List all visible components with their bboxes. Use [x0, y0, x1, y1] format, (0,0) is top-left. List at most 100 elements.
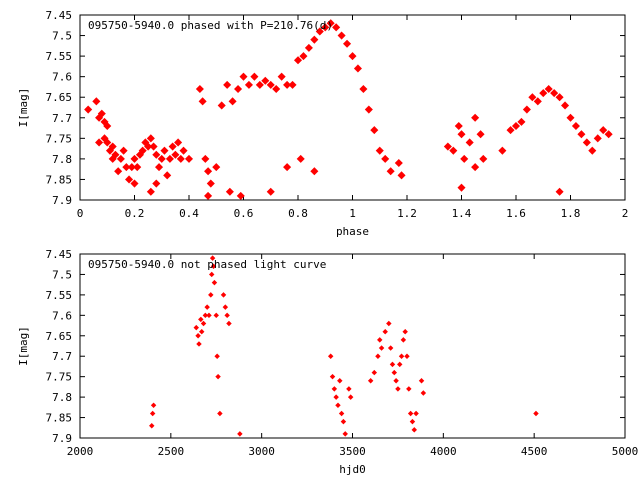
unphased-data-point	[411, 427, 417, 433]
phased-data-point	[119, 146, 128, 155]
phased-data-point	[539, 89, 548, 98]
phased-data-point	[299, 52, 308, 61]
phased-x-tick-label: 0.4	[179, 207, 199, 220]
phased-data-point	[163, 171, 172, 180]
unphased-data-point	[382, 328, 388, 335]
phased-data-point	[454, 121, 463, 131]
unphased-data-point	[533, 410, 539, 417]
phased-data-point	[555, 187, 564, 196]
unphased-data-point	[367, 378, 374, 384]
phased-data-point	[236, 191, 245, 200]
phased-data-point	[244, 80, 253, 89]
phased-data-point	[195, 84, 204, 94]
phased-data-point	[288, 80, 297, 89]
unphased-data-point	[386, 320, 392, 327]
phased-data-point	[255, 80, 264, 89]
phased-data-point	[149, 142, 158, 151]
phased-y-tick-label: 7.6	[52, 71, 72, 84]
phased-data-point	[471, 113, 480, 122]
phased-data-point	[133, 163, 142, 172]
unphased-y-tick-label: 7.7	[52, 350, 72, 363]
unphased-data-point	[150, 402, 157, 409]
phased-data-point	[155, 163, 164, 172]
phased-data-point	[92, 97, 101, 106]
phased-data-point	[152, 179, 161, 188]
unphased-light-curve-plot: 2000 2500 3000 3500 4000 4500 5000 7.45 7.5 7.55…	[17, 248, 638, 476]
phased-data-point	[184, 154, 194, 163]
phased-x-axis-label: phase	[336, 225, 369, 238]
phased-data-point	[283, 163, 292, 172]
phased-light-curve-plot: 0 0.2 0.4 0.6 0.8 1 1.2 1.4 1.6 1.8 2 7.457.57.557…	[17, 9, 628, 238]
unphased-data-point	[329, 373, 336, 380]
phased-data-point	[204, 191, 213, 200]
unphased-data-point	[395, 386, 401, 392]
phased-data-point	[103, 138, 112, 147]
phased-data-point	[321, 23, 330, 32]
unphased-x-tick-label: 2000	[67, 445, 94, 458]
phased-data-point	[588, 146, 597, 155]
phased-data-point	[234, 84, 243, 94]
unphased-data-point	[397, 361, 403, 368]
phased-x-tick-label: 0.2	[125, 207, 145, 220]
phased-data-point	[198, 97, 207, 106]
unphased-data-point	[338, 410, 345, 417]
phased-data-point	[250, 72, 259, 81]
phased-x-tick-label: 1.2	[397, 207, 417, 220]
unphased-data-point	[196, 341, 202, 347]
phased-data-point	[228, 97, 237, 106]
unphased-data-point	[198, 328, 205, 335]
unphased-x-tick-label: 4000	[430, 445, 457, 458]
phased-data-point	[353, 64, 362, 73]
phased-data-point	[593, 134, 602, 143]
phased-data-point	[599, 126, 608, 135]
phased-data-point	[225, 187, 234, 196]
unphased-data-point	[413, 410, 419, 417]
phased-data-point	[201, 154, 210, 163]
unphased-data-point	[331, 386, 338, 392]
phased-data-point	[498, 146, 507, 155]
unphased-data-point	[375, 353, 381, 359]
phased-data-point	[97, 109, 106, 118]
unphased-data-point	[420, 390, 427, 396]
unphased-data-point	[217, 410, 223, 417]
unphased-data-point	[198, 316, 204, 323]
phased-data-point	[337, 31, 346, 40]
phased-data-point	[266, 187, 275, 196]
phased-x-tick-label: 0	[77, 207, 84, 220]
phased-data-point	[174, 138, 183, 147]
phased-data-point	[277, 72, 286, 81]
unphased-y-axis-label: I[mag]	[17, 326, 30, 366]
unphased-data-point	[389, 361, 396, 368]
phased-x-ticks: 0 0.2 0.4 0.6 0.8 1 1.2 1.4 1.6 1.8 2	[77, 15, 628, 220]
phased-data-point	[293, 56, 303, 65]
phased-x-tick-label: 0.8	[288, 207, 308, 220]
phased-data-point	[160, 146, 169, 155]
phased-data-point	[261, 76, 270, 85]
phased-data-point	[239, 72, 248, 81]
unphased-data-point	[407, 410, 414, 417]
phased-data-point	[168, 142, 177, 151]
phased-data-point	[315, 27, 324, 36]
phased-data-point	[283, 80, 292, 89]
phased-data-point	[266, 80, 275, 89]
unphased-x-tick-label: 3000	[248, 445, 275, 458]
unphased-data-point	[206, 312, 212, 319]
phased-data-point	[386, 167, 395, 176]
phased-data-point	[457, 183, 466, 192]
unphased-data-point	[200, 320, 207, 327]
unphased-data-point	[337, 378, 343, 384]
phased-data-point	[332, 23, 341, 32]
unphased-data-point	[342, 431, 348, 437]
unphased-data-point	[391, 369, 398, 376]
phased-data-point	[204, 167, 213, 176]
phased-data-point	[359, 84, 368, 94]
unphased-data-point	[193, 324, 199, 331]
unphased-data-point	[402, 328, 408, 335]
phased-data-point	[296, 154, 305, 163]
phased-data-point	[138, 146, 147, 155]
unphased-data-point	[398, 353, 405, 359]
unphased-x-tick-label: 3500	[339, 445, 366, 458]
unphased-data-point	[393, 378, 399, 384]
phased-data-point	[511, 121, 521, 131]
phased-data-point	[212, 163, 221, 172]
